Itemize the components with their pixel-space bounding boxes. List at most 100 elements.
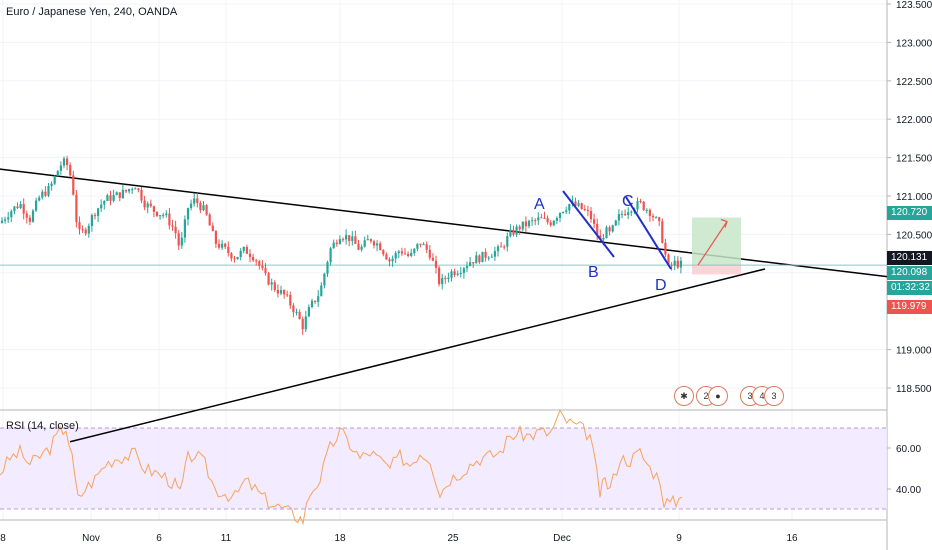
rsi-tick-label: 60.00 [896, 444, 921, 455]
candle-body [10, 211, 13, 218]
candle-body [41, 191, 44, 198]
candle-body [128, 189, 131, 192]
price-tick-label: 121.500 [896, 154, 932, 165]
wave-annotations: A B C D [534, 190, 672, 294]
candle-body [78, 222, 81, 230]
candle-body [118, 192, 121, 199]
candle-body [354, 236, 357, 244]
stop-price-tag: 119.979 [887, 300, 932, 314]
candle-body [137, 188, 140, 190]
candle-body [655, 217, 658, 219]
candle-body [47, 185, 50, 196]
price-tick-label: 123.000 [896, 38, 932, 49]
price-axis: 123.500 123.000 122.500 122.000 121.500 121.0… [887, 0, 932, 496]
candle-body [419, 243, 422, 245]
candle-body [66, 158, 69, 165]
candle-body [245, 246, 248, 254]
candle-body [196, 198, 199, 204]
chart-title: Euro / Japanese Yen, 240, OANDA [6, 6, 178, 18]
candle-body [345, 235, 348, 240]
rsi-line [0, 409, 683, 526]
candle-body [596, 223, 599, 236]
time-tick-label: 18 [334, 533, 346, 544]
candle-body [481, 251, 484, 263]
arrow-head [720, 218, 728, 228]
candle-body [515, 226, 518, 235]
candle-body [376, 243, 379, 246]
candle-body [81, 229, 84, 231]
candle-body [363, 240, 366, 247]
current-price-tag: 120.098 [887, 266, 932, 280]
candle-body [31, 210, 35, 222]
event-icon-3b[interactable]: 3 [764, 386, 784, 406]
candle-body [664, 242, 667, 255]
candle-body [279, 290, 283, 294]
candle-body [602, 237, 605, 240]
candle-body [56, 170, 59, 177]
event-icon[interactable]: ✱ [674, 386, 694, 406]
candle-body [512, 229, 515, 235]
candle-body [425, 244, 428, 250]
candle-body [186, 208, 190, 220]
candle-body [332, 242, 335, 249]
candle-body [283, 290, 286, 295]
candle-body [224, 243, 227, 247]
candle-body [431, 257, 434, 261]
candle-body [645, 209, 648, 211]
candle-body [44, 191, 47, 196]
candle-body [168, 213, 171, 226]
candle-body [465, 265, 469, 269]
candle-body [676, 260, 679, 268]
candle-body [549, 222, 552, 226]
candle-body [208, 214, 211, 226]
candle-body [366, 239, 369, 241]
candle-body [478, 255, 481, 263]
candle-body [329, 248, 332, 263]
candle-body [236, 257, 239, 260]
countdown-tag: 01:32:32 [887, 281, 932, 295]
candle-body [69, 164, 72, 176]
wave-leg [625, 196, 672, 270]
candle-body [233, 258, 236, 260]
candle-body [304, 316, 307, 330]
candle-body [493, 251, 496, 257]
candle-body [199, 203, 202, 211]
candle-body [307, 307, 310, 317]
candle-body [608, 227, 611, 232]
candle-body [518, 226, 521, 230]
candle-body [624, 213, 627, 216]
candle-body [221, 243, 224, 248]
candle-body [87, 225, 90, 234]
candle-body [583, 208, 586, 210]
candle-body [341, 239, 345, 241]
candle-body [171, 225, 174, 227]
candle-body [90, 215, 93, 226]
candle-body [106, 195, 109, 201]
candle-body [620, 213, 624, 215]
candle-body [180, 237, 183, 246]
candle-body [301, 319, 304, 330]
candle-body [500, 246, 503, 248]
candle-body [214, 231, 217, 244]
candle-body [53, 176, 56, 184]
candle-body [534, 220, 537, 222]
candle-body [149, 203, 152, 207]
rsi-band [0, 428, 887, 509]
candle-body [379, 243, 382, 251]
candle-body [134, 188, 137, 190]
candle-body [459, 272, 462, 274]
event-icon[interactable]: ● [708, 386, 728, 406]
candle-body [230, 253, 233, 259]
candle-body [357, 243, 360, 250]
candle-body [614, 220, 617, 226]
candle-body [97, 208, 100, 216]
candle-body [372, 241, 376, 246]
candle-body [648, 209, 651, 216]
candle-body [4, 219, 7, 221]
price-tick-label: 120.500 [896, 230, 932, 241]
candle-body [211, 225, 214, 232]
candle-body [574, 201, 577, 206]
candle-body [261, 265, 264, 269]
candle-body [165, 213, 168, 216]
